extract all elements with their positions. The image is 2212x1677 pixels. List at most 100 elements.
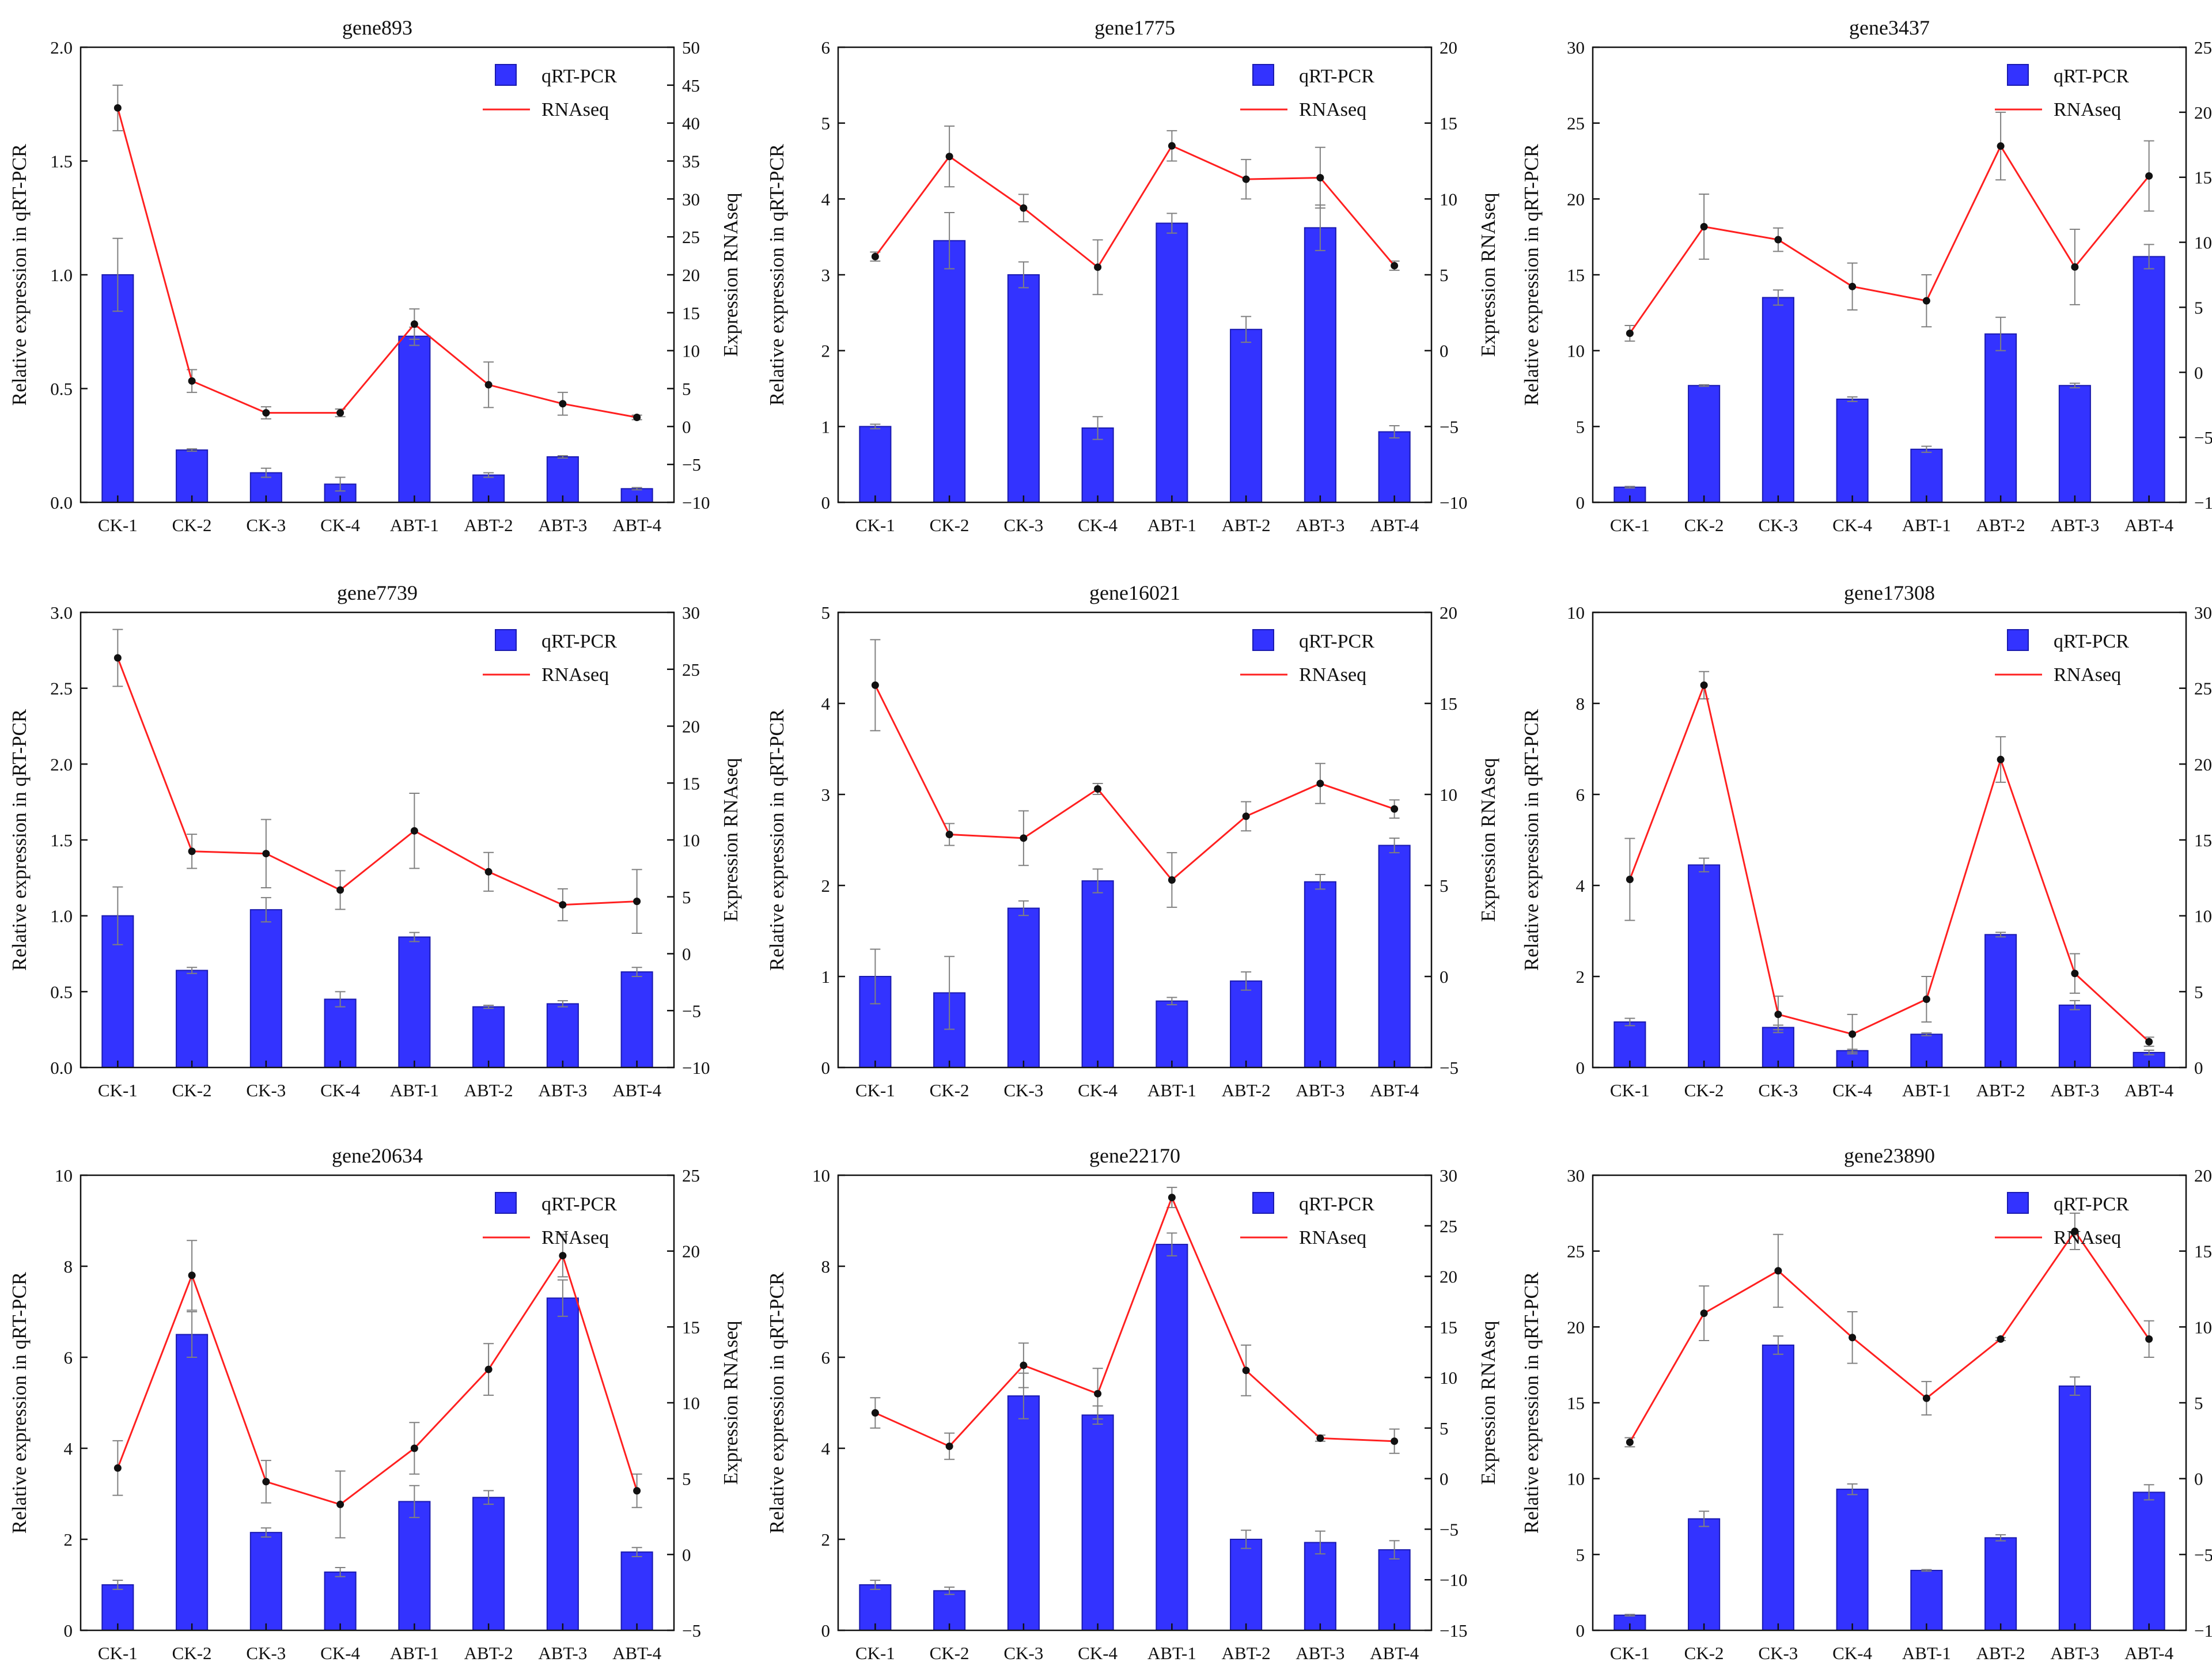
bar-ABT-4 — [1378, 1549, 1411, 1631]
bar-ABT-3 — [2058, 385, 2091, 503]
rnaseq-point-ABT-1 — [1922, 1394, 1930, 1402]
rnaseq-point-CK-2 — [1700, 681, 1708, 689]
plot-frame — [837, 611, 1433, 1069]
rnaseq-point-CK-2 — [945, 153, 953, 161]
x-tick-label: CK-3 — [246, 1080, 286, 1100]
x-tick-label: CK-4 — [320, 1643, 360, 1663]
legend-bar-swatch — [495, 64, 517, 86]
y-tick-label: 30 — [1567, 1165, 1585, 1186]
x-tick-label: CK-1 — [855, 1080, 895, 1100]
rnaseq-point-CK-3 — [1774, 1010, 1782, 1019]
x-tick-label: CK-3 — [1003, 1080, 1043, 1100]
y2-tick-label: 5 — [2194, 982, 2203, 1002]
rnaseq-point-ABT-2 — [484, 381, 493, 389]
y-tick-label: 8 — [821, 1256, 831, 1277]
x-tick-label: ABT-2 — [464, 1643, 513, 1663]
legend-line-label: RNAseq — [541, 1227, 609, 1248]
y2-tick-label: −10 — [2194, 493, 2212, 513]
legend-bar-swatch — [1252, 629, 1274, 651]
x-tick-label: CK-4 — [1832, 1080, 1872, 1100]
y-axis-title: Relative expression in qRT-PCR — [1520, 1271, 1543, 1534]
bar-ABT-4 — [2133, 256, 2165, 503]
y2-tick-label: −5 — [682, 455, 701, 475]
y2-tick-label: −5 — [2194, 1544, 2212, 1565]
rnaseq-point-ABT-3 — [1316, 1434, 1324, 1442]
x-tick-label: ABT-4 — [1370, 515, 1419, 535]
chart-title: gene7739 — [337, 581, 418, 604]
y2-tick-label: 0 — [1440, 341, 1449, 361]
legend-line-label: RNAseq — [541, 664, 609, 686]
y-tick-label: 4 — [64, 1438, 73, 1459]
y2-tick-label: 10 — [682, 341, 700, 361]
x-tick-label: ABT-3 — [538, 1643, 587, 1663]
y2-tick-label: 20 — [1440, 37, 1457, 58]
bar-ABT-4 — [1378, 845, 1411, 1068]
y-axis-title: Relative expression in qRT-PCR — [8, 1271, 31, 1534]
y-tick-label: 0.5 — [50, 379, 73, 399]
bar-CK-4 — [1836, 398, 1869, 504]
rnaseq-point-ABT-1 — [1168, 1194, 1176, 1202]
x-tick-label: CK-3 — [246, 1643, 286, 1663]
y-tick-label: 20 — [1567, 1317, 1585, 1337]
y2-tick-label: 25 — [682, 227, 700, 247]
legend-line-label: RNAseq — [1299, 99, 1366, 120]
x-tick-label: ABT-1 — [390, 1080, 439, 1100]
rnaseq-point-ABT-2 — [1242, 812, 1250, 820]
rnaseq-series-line — [874, 684, 1395, 881]
rnaseq-series-line — [874, 145, 1395, 269]
rnaseq-point-CK-2 — [945, 1442, 953, 1450]
x-tick-label: CK-1 — [98, 515, 138, 535]
y2-tick-label: 5 — [682, 887, 691, 907]
y2-tick-label: 35 — [682, 152, 700, 172]
chart-title: gene16021 — [1089, 581, 1180, 604]
bar-CK-3 — [1762, 297, 1794, 503]
rnaseq-point-ABT-3 — [2071, 970, 2079, 978]
y2-tick-label: −10 — [682, 1058, 710, 1078]
x-tick-label: ABT-2 — [1976, 1080, 2025, 1100]
y2-tick-label: 40 — [682, 113, 700, 134]
y-tick-label: 6 — [821, 37, 831, 58]
x-tick-label: ABT-2 — [464, 1080, 513, 1100]
rnaseq-point-CK-2 — [1700, 222, 1708, 230]
x-tick-label: ABT-4 — [612, 1643, 661, 1663]
x-tick-label: ABT-3 — [2050, 1643, 2099, 1663]
chart-panel-gene22170: gene22170 0 2 4 6 8 10 −15 −10 −5 0 5 10 15 20 25 30 CK-1… — [766, 1144, 1499, 1663]
y2-tick-label: 15 — [2194, 168, 2212, 188]
legend-bar-swatch — [1252, 1192, 1274, 1214]
bar-ABT-3 — [2058, 1385, 2091, 1631]
y-tick-label: 0.0 — [50, 1058, 73, 1078]
bar-ABT-3 — [2058, 1004, 2091, 1069]
y-tick-label: 10 — [55, 1165, 73, 1186]
y2-tick-label: 15 — [2194, 830, 2212, 850]
rnaseq-point-ABT-4 — [1391, 262, 1399, 270]
rnaseq-point-ABT-4 — [633, 414, 641, 422]
x-tick-label: ABT-4 — [1370, 1643, 1419, 1663]
rnaseq-point-ABT-1 — [1922, 297, 1930, 305]
bar-CK-2 — [176, 970, 209, 1069]
y-tick-label: 4 — [821, 694, 831, 714]
rnaseq-point-CK-4 — [1094, 263, 1102, 271]
rnaseq-point-CK-3 — [1020, 1361, 1028, 1369]
y-tick-label: 0 — [1576, 1058, 1585, 1078]
y-tick-label: 5 — [821, 113, 831, 134]
y2-tick-label: 15 — [2194, 1241, 2212, 1262]
bar-CK-4 — [1081, 427, 1114, 504]
x-tick-label: CK-2 — [930, 1643, 969, 1663]
y2-axis-title: Expression RNAseq — [1477, 758, 1499, 922]
legend-bar-swatch — [2007, 64, 2029, 86]
rnaseq-point-CK-1 — [1626, 875, 1634, 883]
bar-ABT-1 — [1910, 448, 1943, 503]
y2-tick-label: 15 — [1440, 694, 1457, 714]
y2-tick-label: 15 — [682, 1317, 700, 1337]
x-tick-label: ABT-4 — [1370, 1080, 1419, 1100]
y2-tick-label: 10 — [1440, 785, 1457, 805]
y2-tick-label: −5 — [682, 1001, 701, 1021]
chart-title: gene893 — [342, 16, 412, 39]
y2-tick-label: 0 — [1440, 967, 1449, 987]
y-tick-label: 5 — [1576, 417, 1585, 437]
y-tick-label: 25 — [1567, 113, 1585, 134]
y-tick-label: 1.5 — [50, 152, 73, 172]
rnaseq-point-ABT-1 — [1922, 995, 1930, 1003]
y-tick-label: 6 — [821, 1347, 831, 1368]
y-tick-label: 2.0 — [50, 37, 73, 58]
